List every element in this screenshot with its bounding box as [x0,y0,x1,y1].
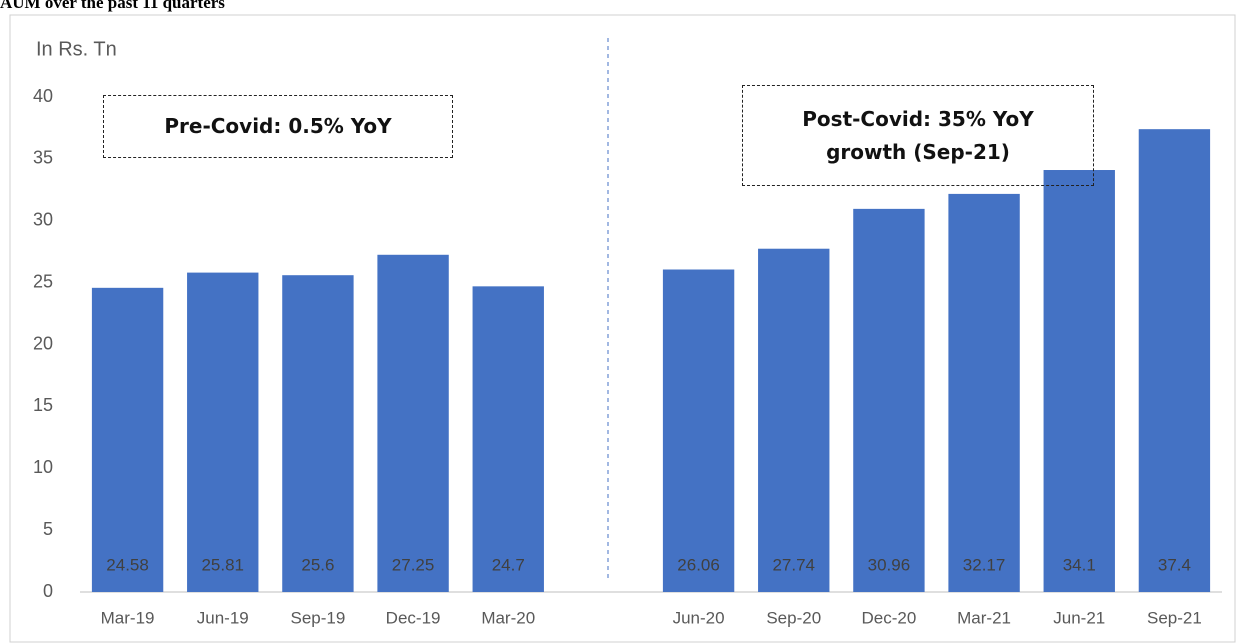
y-axis-label: In Rs. Tn [36,38,117,60]
x-tick-label: Jun-21 [1053,608,1105,627]
x-tick-label: Mar-19 [101,608,155,627]
x-tick-label: Sep-19 [291,608,346,627]
bar [948,193,1020,593]
bar [472,286,544,592]
bar [377,254,449,592]
data-label: 37.4 [1158,555,1191,574]
data-label: 30.96 [868,555,911,574]
y-tick-label: 0 [43,581,53,601]
x-tick-label: Jun-19 [197,608,249,627]
chart-title: AUM over the past 11 quarters [0,0,225,12]
data-label: 27.25 [392,555,435,574]
x-tick-label: Dec-19 [386,608,441,627]
annotation-post-covid: Post-Covid: 35% YoY growth (Sep-21) [742,85,1094,186]
y-tick-label: 20 [33,333,53,353]
x-tick-label: Jun-20 [673,608,725,627]
data-label: 27.74 [772,555,815,574]
data-label: 25.6 [301,555,334,574]
bar [282,275,354,592]
x-tick-label: Mar-21 [957,608,1011,627]
y-tick-label: 40 [33,86,53,106]
bar [1138,129,1211,593]
bar [91,287,164,592]
data-label: 34.1 [1063,555,1096,574]
y-tick-label: 25 [33,271,53,291]
data-label: 24.7 [492,555,525,574]
data-label: 26.06 [677,555,720,574]
y-tick-label: 5 [43,519,53,539]
bar [187,272,259,592]
x-tick-label: Sep-20 [766,608,821,627]
bar [662,269,735,592]
x-tick-label: Dec-20 [862,608,917,627]
y-tick-label: 10 [33,457,53,477]
data-label: 32.17 [963,555,1006,574]
x-tick-label: Sep-21 [1147,608,1202,627]
bar [758,248,830,592]
chart-border [9,14,1236,643]
bar [853,208,925,592]
bar [1043,170,1115,592]
x-tick-label: Mar-20 [481,608,535,627]
annotation-pre-covid: Pre-Covid: 0.5% YoY [103,95,453,158]
data-label: 24.58 [106,555,149,574]
y-tick-label: 15 [33,395,53,415]
y-tick-label: 35 [33,148,53,168]
y-tick-label: 30 [33,210,53,230]
data-label: 25.81 [201,555,244,574]
